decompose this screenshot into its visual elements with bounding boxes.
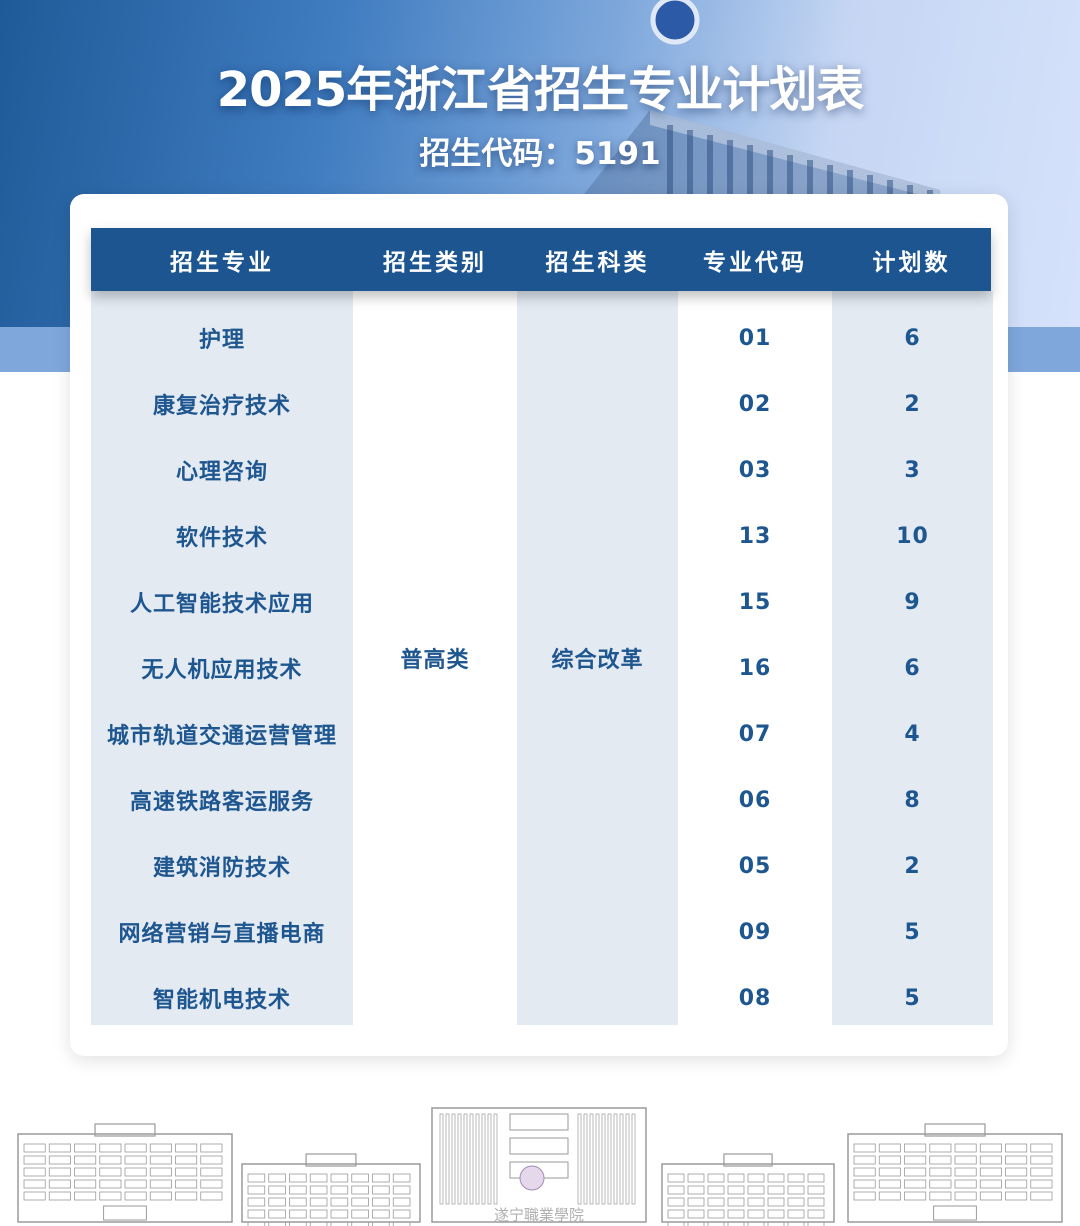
college-logo-text: 遂宁職業學院 [494, 1206, 584, 1224]
table-header: 招生专业 招生类别 招生科类 专业代码 计划数 [91, 228, 991, 291]
table-cell-plan: 6 [904, 655, 921, 681]
table-cell-code: 13 [738, 523, 772, 549]
table-cell-plan: 5 [904, 985, 921, 1011]
table-cell-plan: 8 [904, 787, 921, 813]
table-cell-major: 护理 [198, 328, 245, 353]
column-header-plan: 计划数 [872, 249, 951, 276]
column-major-bg [91, 291, 353, 1025]
table-cell-code: 08 [738, 985, 772, 1011]
table-cell-major: 心理咨询 [175, 460, 268, 485]
table-cell-plan: 9 [904, 589, 921, 615]
table-cell-plan: 2 [904, 853, 921, 879]
column-header-category: 招生类别 [383, 249, 487, 276]
category-cell: 普高类 [400, 648, 470, 673]
table-cell-code: 16 [738, 655, 772, 681]
table-cell-code: 06 [738, 787, 772, 813]
column-header-subject: 招生科类 [545, 249, 650, 276]
column-header-code: 专业代码 [703, 249, 807, 276]
table-cell-plan: 3 [904, 457, 921, 483]
table-cell-code: 01 [738, 325, 772, 351]
table-cell-major: 城市轨道交通运营管理 [106, 724, 337, 749]
table-cell-plan: 5 [904, 919, 921, 945]
table-cell-major: 高速铁路客运服务 [129, 790, 314, 815]
table-cell-major: 无人机应用技术 [141, 658, 303, 683]
table-cell-major: 网络营销与直播电商 [118, 922, 326, 947]
table-cell-plan: 4 [904, 721, 921, 747]
table-cell-major: 智能机电技术 [152, 988, 291, 1013]
table-cell-code: 09 [738, 919, 772, 945]
table-cell-plan: 6 [904, 325, 921, 351]
campus-buildings-illustration: 遂宁職業學院 [17, 1107, 1063, 1226]
table-cell-major: 人工智能技术应用 [129, 592, 314, 617]
table-cell-code: 15 [738, 589, 772, 615]
table-cell-major: 软件技术 [175, 526, 268, 551]
table-cell-plan: 10 [896, 523, 929, 549]
column-subject-bg [517, 291, 678, 1025]
enrollment-code: 招生代码：5191 [419, 136, 661, 172]
table-cell-major: 建筑消防技术 [152, 856, 291, 881]
table-cell-code: 07 [738, 721, 772, 747]
globe-emblem-icon [519, 1165, 545, 1191]
page-title: 2025年浙江省招生专业计划表 [216, 62, 865, 118]
subject-type-cell: 综合改革 [551, 648, 644, 673]
table-cell-code: 02 [738, 391, 772, 417]
column-header-major: 招生专业 [170, 249, 274, 276]
table-cell-plan: 2 [904, 391, 921, 417]
table-cell-code: 05 [738, 853, 772, 879]
table-cell-code: 03 [738, 457, 772, 483]
column-plan-bg [832, 291, 993, 1025]
table-cell-major: 康复治疗技术 [152, 394, 291, 419]
